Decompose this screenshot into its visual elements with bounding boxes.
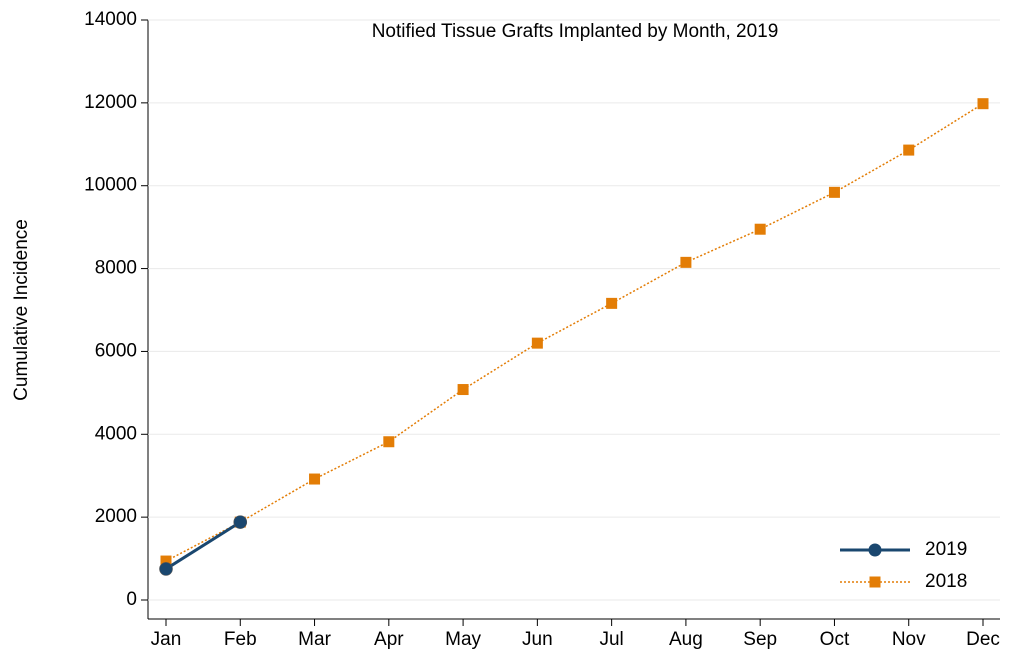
point (233, 515, 248, 529)
x-tick-label: Jun (522, 629, 553, 650)
point (457, 384, 469, 396)
point (828, 186, 840, 198)
legend-marker (868, 543, 882, 557)
chart-title: Notified Tissue Grafts Implanted by Mont… (372, 21, 779, 42)
y-tick-label: 10000 (84, 175, 137, 196)
x-tick-label: Aug (669, 629, 703, 650)
x-tick-label: Mar (298, 629, 331, 650)
y-tick-label: 6000 (95, 340, 137, 361)
series-line (165, 520, 242, 571)
x-tick-label: Sep (743, 629, 777, 650)
point (159, 562, 173, 576)
y-tick-label: 0 (126, 589, 137, 610)
series-line (165, 103, 984, 562)
y-tick-label: 8000 (95, 258, 137, 279)
point (977, 98, 989, 110)
point (606, 297, 618, 309)
x-tick-label: Nov (892, 629, 926, 650)
x-tick-label: May (445, 629, 481, 650)
y-tick-label: 2000 (95, 506, 137, 527)
legend-marker (869, 576, 881, 588)
x-tick-label: Oct (820, 629, 850, 650)
point (680, 256, 692, 268)
x-tick-label: Jan (151, 629, 182, 650)
y-tick-label: 12000 (84, 92, 137, 113)
y-tick-label: 14000 (84, 9, 137, 30)
x-tick-label: Apr (374, 629, 404, 650)
legend-label: 2018 (925, 571, 967, 592)
point (160, 555, 172, 567)
y-axis-label: Cumulative Incidence (11, 219, 32, 401)
point (309, 473, 321, 485)
point (531, 337, 543, 349)
legend-box (832, 535, 1000, 599)
x-tick-label: Jul (599, 629, 623, 650)
point (903, 144, 915, 156)
x-tick-label: Dec (966, 629, 1000, 650)
legend-label: 2019 (925, 539, 967, 560)
x-tick-label: Feb (224, 629, 257, 650)
point (754, 223, 766, 235)
y-tick-label: 4000 (95, 423, 137, 444)
point (383, 436, 395, 448)
